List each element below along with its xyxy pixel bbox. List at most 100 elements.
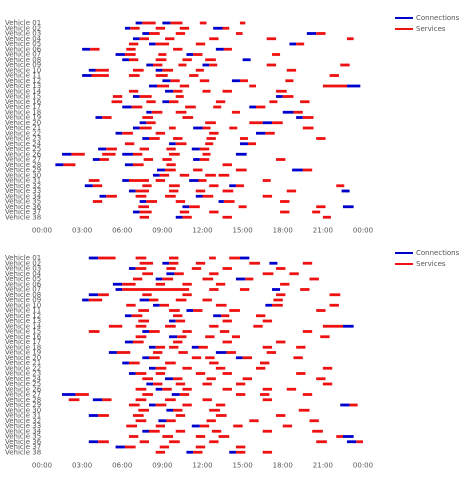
service-bar	[195, 445, 206, 449]
service-bar	[177, 335, 187, 339]
y-tick-label: Vehicle 23	[5, 135, 41, 143]
service-bar	[260, 361, 270, 365]
connection-bar	[82, 47, 91, 51]
service-bar	[262, 319, 273, 323]
service-bar	[162, 158, 172, 161]
service-bar	[322, 366, 333, 370]
y-tick-label: Vehicle 01	[5, 254, 41, 262]
service-bar	[222, 189, 234, 193]
service-bar	[329, 303, 339, 307]
y-tick-label: Vehicle 14	[5, 322, 42, 330]
service-bar	[126, 303, 136, 307]
service-bar	[235, 32, 243, 35]
connection-bar	[346, 440, 357, 444]
service-bar	[124, 142, 135, 146]
connection-bar	[132, 95, 140, 98]
service-bar	[300, 100, 310, 104]
service-bar	[165, 324, 176, 328]
service-bar	[206, 419, 216, 423]
service-bar	[182, 293, 192, 297]
service-bar	[95, 68, 109, 72]
service-bar	[63, 163, 76, 167]
connection-bar	[195, 194, 203, 198]
service-bar	[173, 137, 183, 140]
connection-bar	[171, 393, 180, 396]
connection-bar	[162, 100, 170, 104]
service-bar	[193, 168, 203, 172]
service-bar	[242, 377, 252, 381]
service-bar	[202, 277, 214, 281]
service-bar	[128, 74, 140, 77]
service-bar	[182, 282, 192, 286]
y-tick-label: Vehicle 08	[5, 56, 41, 64]
connection-bar	[289, 42, 297, 46]
service-bar	[143, 158, 154, 161]
y-tick-label: Vehicle 11	[5, 307, 41, 315]
service-bar	[272, 53, 281, 56]
connection-bar	[213, 314, 222, 318]
service-bar	[157, 84, 170, 88]
service-bar	[149, 298, 159, 302]
connection-bar	[166, 408, 174, 412]
service-bar	[169, 256, 179, 260]
service-bar	[153, 351, 163, 354]
service-bar	[88, 330, 100, 333]
connection-bar	[346, 84, 361, 88]
service-bar	[126, 47, 136, 51]
service-bar	[235, 184, 244, 188]
y-tick-label: Vehicle 02	[5, 259, 41, 267]
service-bar	[139, 147, 149, 151]
service-bar	[128, 403, 140, 407]
connection-bar	[239, 142, 248, 146]
service-bar	[124, 445, 136, 449]
service-bar	[166, 163, 176, 167]
connection-bar	[149, 403, 156, 407]
service-bar	[262, 398, 273, 402]
y-tick-label: Vehicle 12	[5, 77, 41, 85]
connection-bar	[165, 377, 174, 381]
connection-bar	[155, 68, 163, 72]
service-bar	[356, 440, 363, 444]
service-bar	[209, 272, 219, 276]
service-bar	[286, 387, 297, 391]
connection-bar	[82, 74, 92, 77]
service-bar	[182, 330, 192, 333]
service-bar	[112, 95, 123, 98]
service-bar	[173, 47, 183, 51]
service-bar	[142, 272, 154, 276]
connection-bar	[265, 303, 273, 307]
y-tick-label: Vehicle 06	[5, 45, 42, 53]
legend-label: Connections	[416, 14, 460, 22]
service-bar	[135, 398, 147, 402]
service-bar	[320, 335, 330, 339]
connection-bar	[149, 42, 156, 46]
service-bar	[336, 435, 343, 438]
connection-bar	[306, 32, 317, 35]
y-tick-label: Vehicle 08	[5, 291, 41, 299]
connection-bar	[115, 445, 125, 449]
x-tick-label: 12:00	[192, 226, 212, 234]
x-tick-label: 18:00	[273, 461, 293, 469]
connection-bar	[88, 440, 99, 444]
y-tick-label: Vehicle 06	[5, 280, 42, 288]
y-tick-label: Vehicle 19	[5, 114, 41, 122]
service-bar	[122, 288, 190, 291]
service-bar	[132, 163, 144, 167]
connection-bar	[213, 26, 223, 30]
y-tick-label: Vehicle 35	[5, 198, 41, 206]
y-tick-label: Vehicle 29	[5, 401, 41, 409]
service-bar	[132, 414, 144, 417]
connection-bar	[342, 205, 354, 209]
service-bar	[169, 184, 180, 188]
connection-bar	[169, 319, 176, 323]
connection-bar	[276, 95, 283, 98]
service-bar	[162, 277, 174, 281]
service-bar	[165, 168, 176, 172]
y-tick-label: Vehicle 23	[5, 370, 41, 378]
service-bar	[233, 424, 243, 428]
service-bar	[165, 194, 176, 198]
service-bar	[122, 131, 133, 135]
x-tick-label: 21:00	[313, 461, 333, 469]
service-bar	[195, 42, 206, 46]
y-tick-label: Vehicle 15	[5, 328, 41, 336]
